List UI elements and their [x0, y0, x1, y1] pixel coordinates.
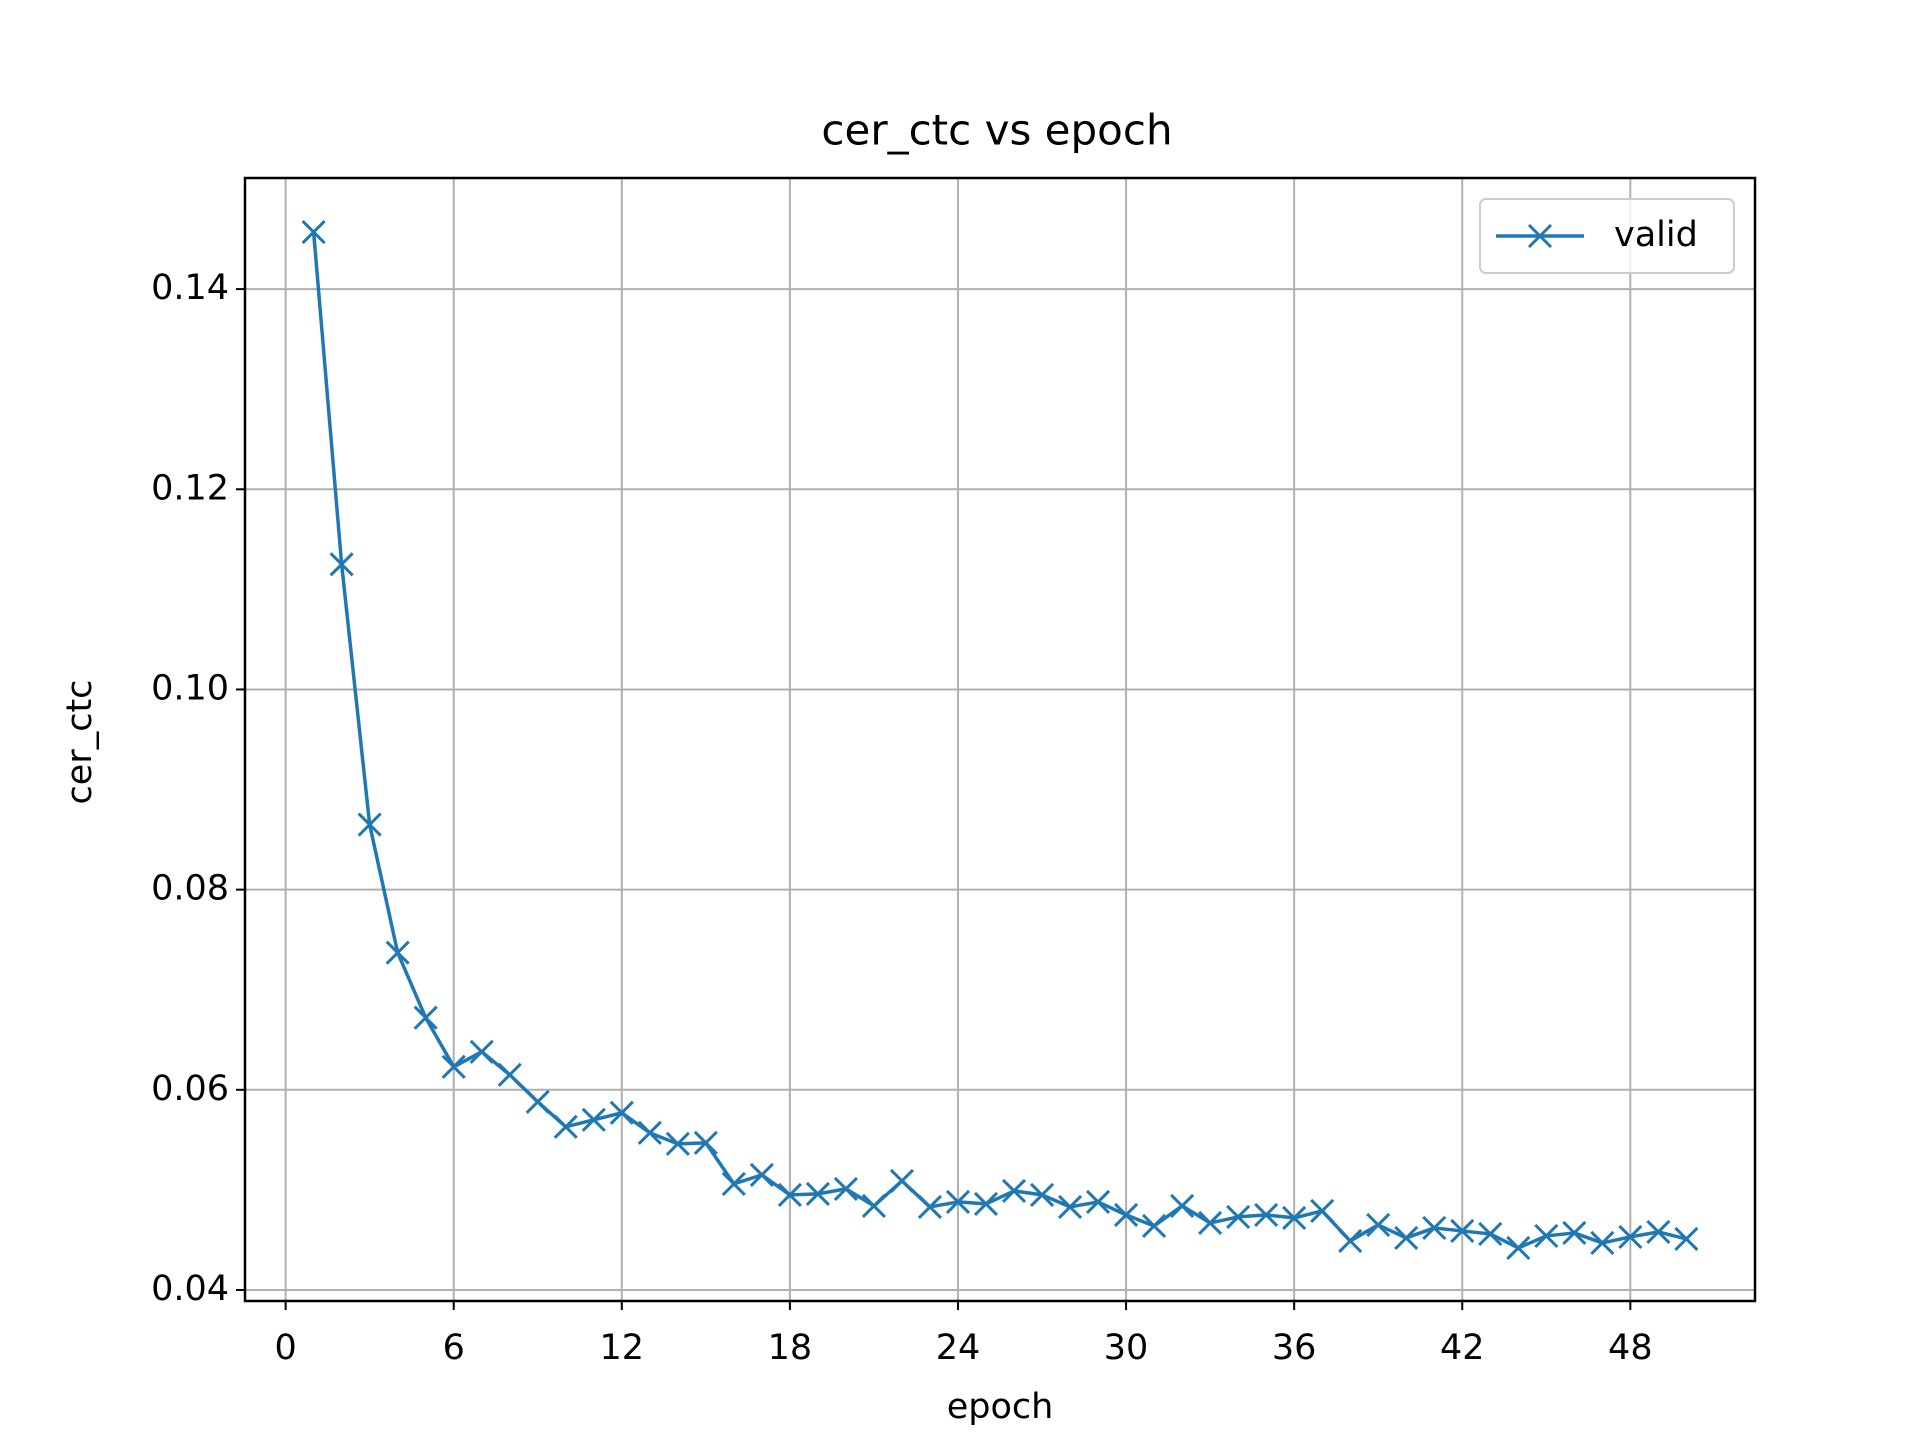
data-marker [441, 1054, 466, 1079]
data-marker [1338, 1228, 1363, 1254]
x-tick-label: 42 [1440, 1328, 1485, 1368]
data-marker [1310, 1198, 1335, 1223]
data-marker [1450, 1218, 1475, 1244]
data-marker [1646, 1219, 1671, 1245]
data-marker [1562, 1220, 1587, 1246]
x-axis-label: epoch [947, 1387, 1054, 1427]
data-marker [581, 1107, 606, 1132]
data-marker [861, 1193, 886, 1218]
plot-frame [243, 176, 1757, 1303]
data-marker [1170, 1193, 1195, 1218]
data-marker [1001, 1178, 1027, 1203]
y-tick-label: 0.06 [151, 1069, 229, 1109]
data-marker [1254, 1202, 1279, 1227]
data-marker [1226, 1204, 1251, 1229]
y-tick-label: 0.14 [151, 268, 229, 308]
legend-label: valid [1614, 215, 1698, 255]
data-marker [1534, 1223, 1559, 1249]
x-tick-label: 0 [274, 1328, 296, 1368]
y-tick-label: 0.10 [151, 668, 229, 708]
x-tick-label: 6 [443, 1328, 465, 1368]
data-marker [1478, 1221, 1503, 1247]
y-tick-label: 0.04 [151, 1269, 229, 1309]
x-tick-label: 18 [768, 1328, 813, 1368]
data-marker [609, 1100, 634, 1125]
x-tick-label: 12 [600, 1328, 645, 1368]
x-tick-label: 30 [1104, 1328, 1149, 1368]
data-marker [301, 219, 326, 245]
data-marker [1029, 1182, 1055, 1207]
legend-marker [1527, 223, 1553, 249]
data-marker [413, 1005, 438, 1030]
data-marker [1085, 1189, 1111, 1214]
data-marker [889, 1168, 915, 1193]
legend-box [1479, 198, 1735, 274]
data-marker [1422, 1215, 1447, 1240]
data-marker [525, 1089, 550, 1114]
data-marker [1142, 1213, 1167, 1238]
data-marker [777, 1182, 802, 1207]
data-marker [1114, 1202, 1139, 1227]
data-marker [749, 1162, 774, 1187]
data-marker [1590, 1230, 1615, 1256]
data-marker [1394, 1225, 1419, 1251]
y-axis-label: cer_ctc [60, 680, 100, 805]
data-marker [693, 1130, 718, 1155]
data-marker [497, 1062, 522, 1087]
data-marker [1198, 1210, 1223, 1235]
y-tick-label: 0.12 [151, 468, 229, 508]
data-marker [329, 552, 354, 577]
data-marker [1366, 1212, 1391, 1237]
data-marker [945, 1189, 971, 1214]
data-marker [665, 1131, 690, 1156]
data-marker [553, 1114, 578, 1139]
data-marker [1057, 1194, 1083, 1219]
data-marker [833, 1176, 858, 1201]
data-marker [1618, 1224, 1643, 1250]
data-marker [357, 812, 382, 837]
data-marker [1674, 1226, 1699, 1252]
data-marker [1282, 1205, 1307, 1230]
y-tick-label: 0.08 [151, 869, 229, 909]
data-marker [917, 1194, 943, 1219]
data-marker [637, 1120, 662, 1145]
data-marker [469, 1039, 494, 1064]
chart-title: cer_ctc vs epoch [821, 106, 1172, 155]
data-marker [973, 1191, 999, 1216]
data-marker [721, 1171, 746, 1196]
x-tick-label: 36 [1272, 1328, 1317, 1368]
x-tick-label: 48 [1608, 1328, 1653, 1368]
data-marker [805, 1181, 830, 1206]
data-marker [1506, 1235, 1531, 1261]
data-marker [385, 940, 410, 965]
x-tick-label: 24 [936, 1328, 981, 1368]
